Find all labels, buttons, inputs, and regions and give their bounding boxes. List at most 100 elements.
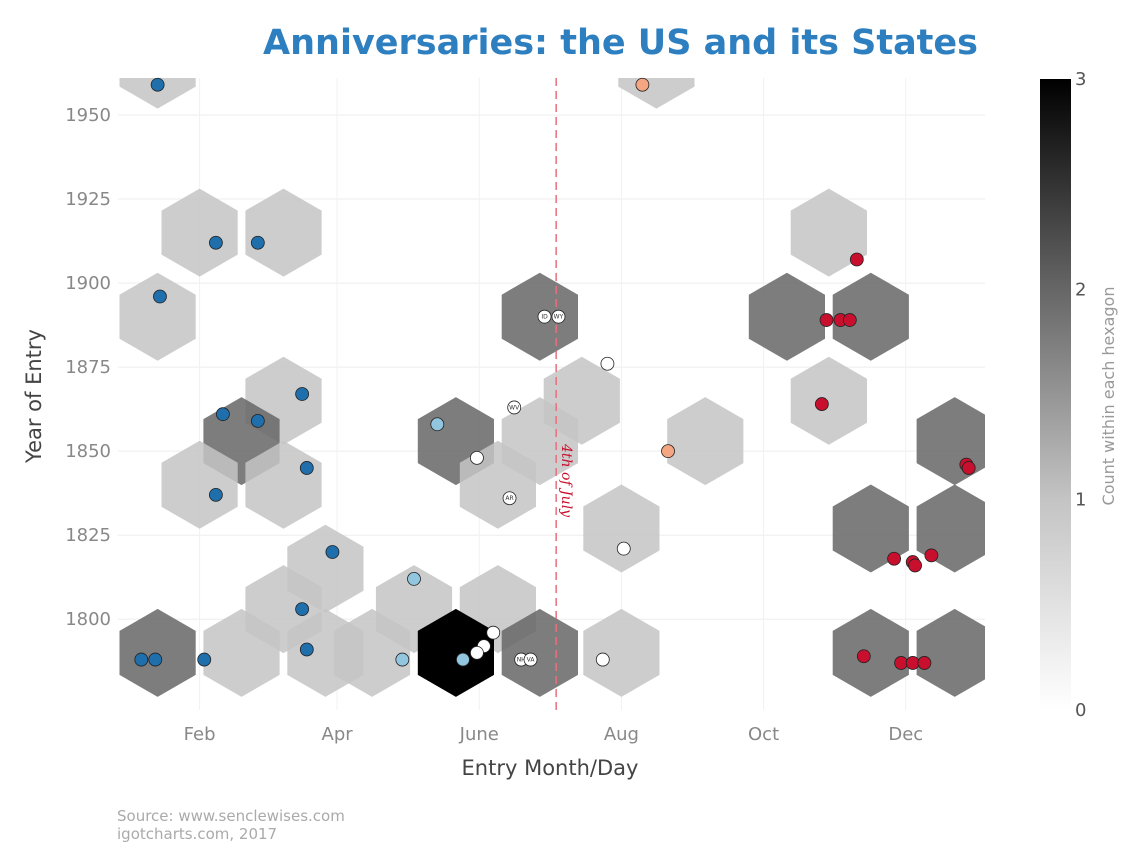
data-point	[842, 313, 857, 327]
point-label: WY	[554, 314, 564, 321]
hexagon-layer	[119, 78, 985, 697]
data-point	[551, 309, 566, 324]
data-point	[905, 656, 920, 670]
hexagon	[119, 272, 196, 361]
point-label: WV	[509, 404, 520, 411]
data-point	[908, 558, 922, 573]
hexagon	[790, 188, 867, 277]
hexagon	[583, 484, 660, 573]
data-point	[325, 545, 340, 559]
data-point	[150, 77, 165, 92]
colorbar-tick-label: 2	[1075, 279, 1086, 300]
colorbar-label: Count within each hexagon	[1099, 287, 1118, 506]
data-point	[197, 652, 212, 667]
data-point	[470, 645, 484, 660]
y-tick-label: 1900	[65, 273, 111, 294]
y-axis-label: Year of Entry	[22, 329, 46, 464]
y-tick-labels: 1800 1825 1850 1875 1900 1925 1950	[65, 105, 111, 630]
hexagon	[667, 397, 744, 486]
data-point	[134, 652, 149, 667]
data-point	[819, 313, 834, 327]
data-point	[924, 548, 939, 563]
hexagon	[119, 78, 196, 109]
colorbar-ticks: 0 1 2 3	[1075, 69, 1086, 721]
y-tick-label: 1825	[65, 525, 111, 546]
data-point	[523, 652, 538, 667]
hexagon	[748, 272, 825, 361]
data-point	[250, 413, 265, 428]
data-point	[537, 309, 552, 324]
hexagon	[203, 608, 280, 697]
hexagon	[161, 440, 238, 529]
data-point	[208, 487, 223, 502]
hexagon	[417, 608, 494, 697]
point-label: VA	[527, 657, 536, 664]
data-point	[616, 541, 631, 556]
y-tick-label: 1925	[65, 189, 111, 210]
data-point	[814, 397, 829, 411]
colorbar-tick-label: 3	[1075, 69, 1086, 90]
y-tick-label: 1950	[65, 105, 111, 126]
colorbar-tick-label: 1	[1075, 490, 1086, 511]
hexagon	[119, 608, 196, 697]
y-tick-label: 1850	[65, 441, 111, 462]
data-point	[250, 235, 265, 250]
hexagon	[832, 608, 909, 697]
x-axis-label: Entry Month/Day	[462, 756, 639, 780]
data-point	[395, 652, 410, 667]
x-tick-label: Aug	[604, 724, 639, 745]
x-tick-label: Dec	[888, 724, 923, 745]
credit-text: igotcharts.com, 2017	[117, 825, 277, 843]
data-point	[961, 461, 976, 475]
y-tick-label: 1800	[65, 609, 111, 630]
data-point	[600, 356, 615, 371]
data-point	[295, 387, 310, 401]
colorbar-tick-label: 0	[1075, 700, 1086, 721]
data-point	[486, 625, 501, 640]
x-tick-label: Feb	[184, 724, 216, 745]
data-point	[456, 652, 470, 667]
points-layer: ID WY WV AR NH VA	[134, 77, 976, 670]
data-point	[507, 400, 522, 415]
point-label: NH	[517, 657, 526, 664]
hexagon	[832, 272, 909, 361]
x-tick-label: Apr	[322, 724, 354, 745]
data-point	[299, 461, 314, 475]
data-point	[635, 77, 650, 92]
x-tick-labels: Feb Apr June Aug Oct Dec	[184, 724, 924, 745]
hexagon	[333, 608, 411, 697]
data-point	[502, 491, 517, 506]
data-point	[148, 652, 163, 667]
reference-line-label: 4th of July	[558, 443, 574, 518]
hexagon	[832, 484, 909, 573]
x-tick-label: Oct	[748, 724, 779, 745]
point-label: AR	[505, 495, 513, 502]
data-point	[887, 551, 902, 566]
colorbar-gradient	[1040, 79, 1071, 710]
data-point	[856, 649, 871, 664]
data-point	[661, 444, 675, 459]
source-text: Source: www.senclewises.com	[117, 807, 345, 825]
data-point	[470, 450, 484, 465]
data-point	[208, 235, 223, 250]
hexagon	[916, 608, 985, 697]
hexagon	[916, 397, 985, 486]
data-point	[299, 642, 314, 657]
data-point	[295, 602, 310, 617]
data-point	[849, 252, 864, 267]
data-point	[894, 656, 908, 670]
data-point	[407, 571, 421, 586]
data-point	[153, 289, 167, 304]
hexagon	[161, 188, 238, 277]
data-point	[430, 417, 445, 432]
chart-title: Anniversaries: the US and its States	[263, 23, 978, 63]
colorbar: 0 1 2 3 Count within each hexagon	[1040, 69, 1118, 721]
data-point	[917, 656, 932, 670]
x-tick-label: June	[459, 724, 499, 745]
y-tick-label: 1875	[65, 357, 111, 378]
hexagon	[583, 608, 660, 697]
data-point	[215, 407, 230, 422]
hexagon	[245, 188, 322, 277]
hexagon	[790, 356, 867, 445]
